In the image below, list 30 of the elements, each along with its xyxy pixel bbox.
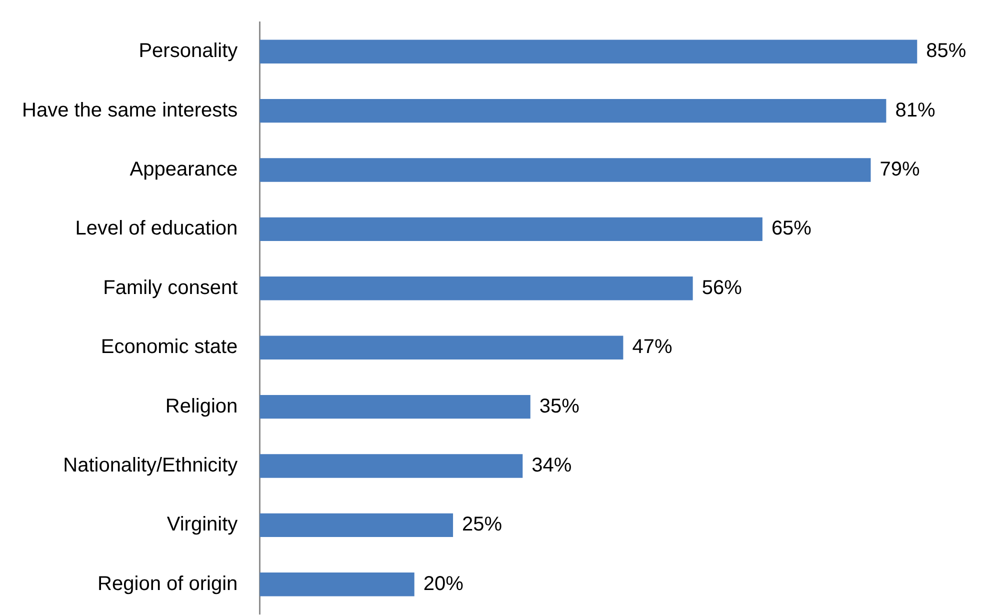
data-label: 85%: [926, 40, 966, 62]
data-label: 47%: [632, 336, 672, 358]
data-label: 65%: [771, 218, 812, 240]
bar: [260, 158, 871, 182]
bar: [260, 454, 523, 478]
y-tick-label: Region of origin: [98, 572, 238, 595]
bar: [260, 513, 454, 538]
bar: [260, 40, 918, 64]
y-tick-label: Personality: [138, 40, 238, 62]
data-label: 20%: [423, 572, 464, 595]
data-label: 35%: [539, 395, 580, 418]
bar: [260, 217, 762, 242]
bar: [260, 276, 693, 300]
bar: [260, 394, 530, 419]
bar: [260, 336, 624, 360]
y-tick-label: Level of education: [75, 218, 238, 240]
bar: [260, 98, 886, 123]
data-label: 34%: [532, 454, 572, 477]
y-tick-label: Virginity: [166, 514, 238, 536]
data-label: 79%: [880, 158, 920, 181]
y-tick-label: Have the same interests: [22, 99, 238, 122]
y-tick-label: Nationality/Ethnicity: [63, 454, 238, 477]
data-label: 25%: [462, 514, 502, 536]
y-tick-label: Appearance: [130, 158, 238, 181]
data-label: 56%: [702, 276, 742, 299]
bar: [260, 572, 414, 596]
y-tick-label: Religion: [165, 395, 238, 418]
y-tick-label: Economic state: [100, 336, 238, 358]
y-tick-label: Family consent: [103, 276, 238, 299]
data-label: 81%: [895, 99, 936, 122]
